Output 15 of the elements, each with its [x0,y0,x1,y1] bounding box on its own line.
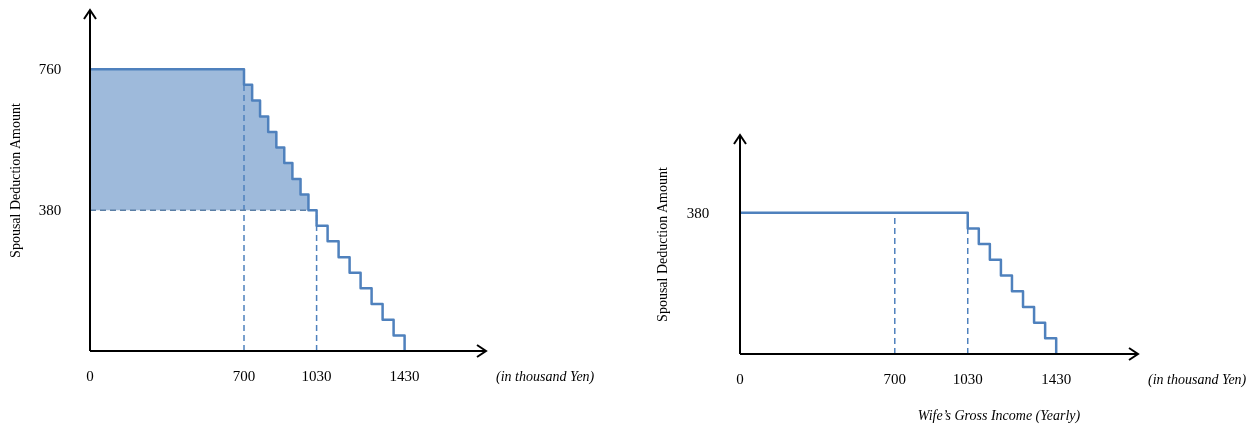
x-axis-title: Wife’s Gross Income (Yearly) [917,408,1081,424]
text: (in thousand Yen) [496,369,595,385]
y-tick-label: 760 [38,61,62,78]
text: (in thousand Yen) [1148,372,1247,388]
x-tick-label: 700 [883,371,907,387]
x-tick-label: 0 [86,368,94,384]
y-axis-title: Spousal Deduction Amount [8,103,23,258]
y-axis-title: Spousal Deduction Amount [655,167,670,322]
x-tick-label: 700 [232,368,256,384]
x-tick-label: 1430 [1041,371,1072,387]
annotation: 380 [686,204,710,221]
x-tick-label: 1430 [389,368,420,384]
x-tick-label: 1030 [301,368,332,384]
x-tick-label: 0 [736,371,744,387]
x-tick-label: 1030 [952,371,983,387]
